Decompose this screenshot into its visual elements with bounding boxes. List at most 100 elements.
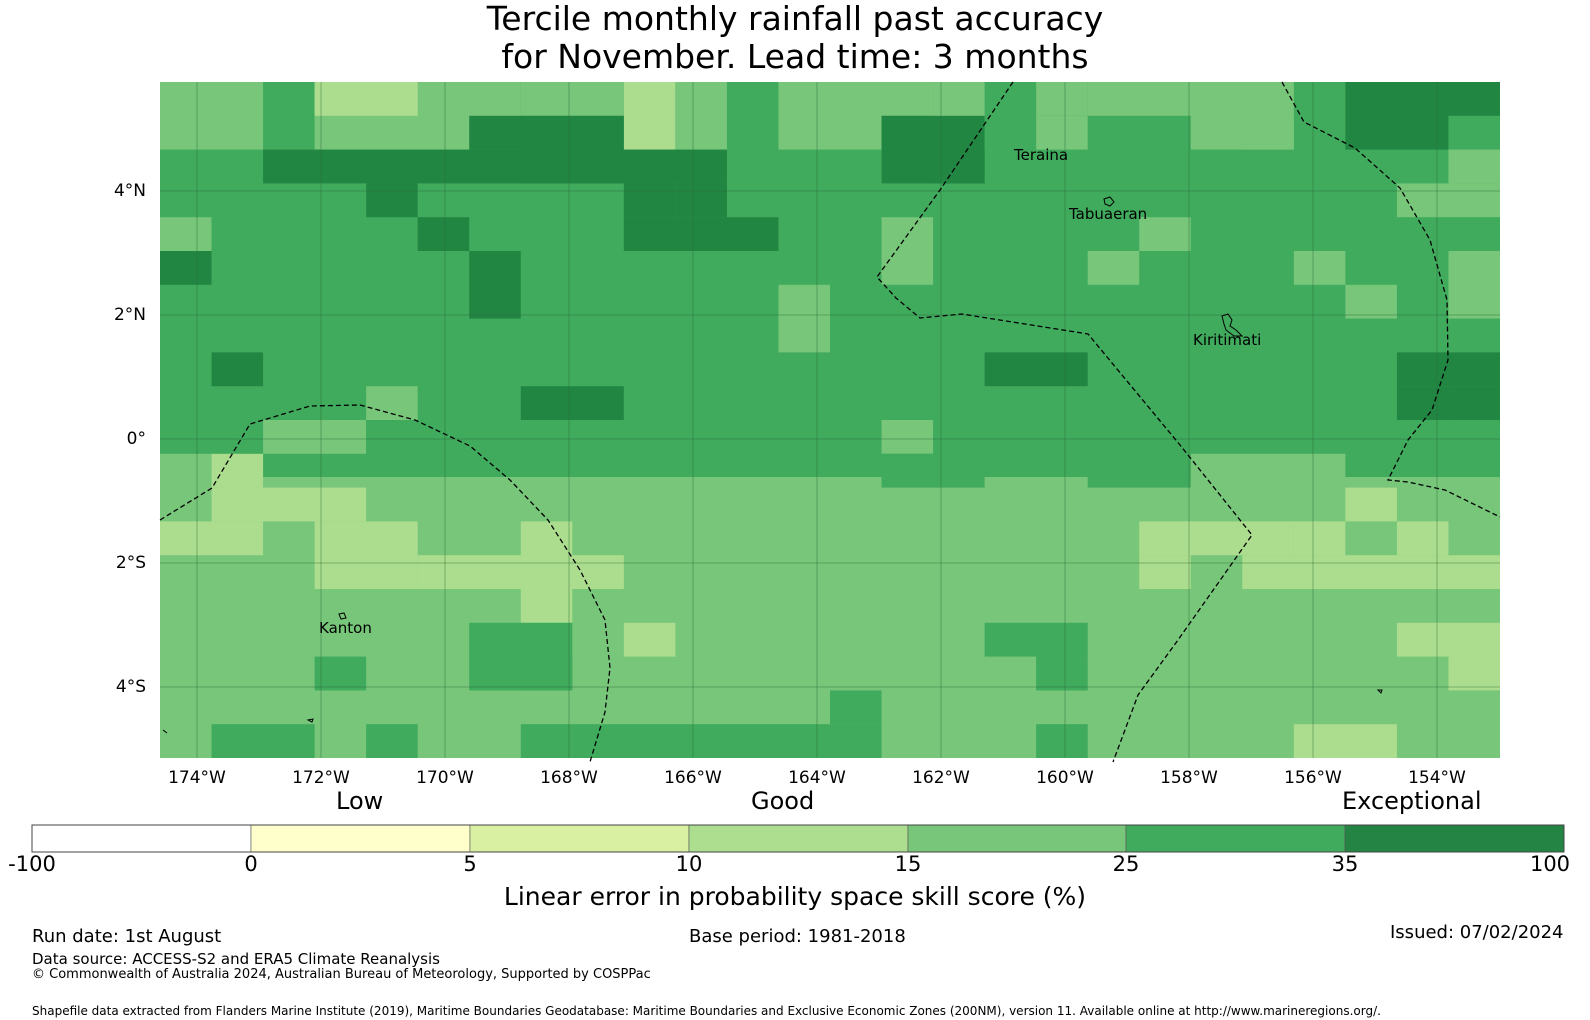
colorbar-segment bbox=[688, 824, 909, 853]
skill-cell bbox=[520, 521, 573, 589]
skill-cell bbox=[778, 284, 830, 353]
islet-3 bbox=[162, 729, 168, 734]
skill-cell bbox=[520, 149, 727, 184]
skill-cell bbox=[160, 420, 264, 454]
skill-cell bbox=[160, 453, 212, 488]
skill-cell bbox=[314, 521, 418, 589]
colorbar-label: Linear error in probability space skill … bbox=[503, 882, 1087, 911]
skill-cell bbox=[1345, 284, 1397, 319]
skill-cell bbox=[263, 420, 367, 454]
skill-cell bbox=[1293, 724, 1397, 758]
colorbar-segments bbox=[31, 824, 1565, 853]
lon-label-174w: 174°W bbox=[168, 768, 226, 788]
lat-label-0: 0° bbox=[126, 429, 146, 449]
title-line-1: Tercile monthly rainfall past accuracy bbox=[486, 0, 1104, 38]
lon-label-170w: 170°W bbox=[416, 768, 474, 788]
colorbar-segment bbox=[31, 824, 252, 853]
colorbar-tick-label: 100 bbox=[1529, 852, 1571, 876]
skill-cell bbox=[211, 487, 367, 522]
skill-cell bbox=[1345, 487, 1397, 522]
skill-cell bbox=[933, 149, 985, 184]
colorbar-tick-label: 35 bbox=[1331, 852, 1359, 876]
skill-cell bbox=[675, 183, 727, 218]
skill-cell bbox=[1242, 555, 1500, 589]
lon-label-160w: 160°W bbox=[1036, 768, 1094, 788]
skill-cell bbox=[314, 82, 418, 116]
skill-cell bbox=[1396, 521, 1449, 556]
skill-cell bbox=[881, 217, 934, 285]
colorbar-tick-label: -100 bbox=[8, 852, 56, 876]
kanton-atoll bbox=[338, 612, 347, 620]
skill-cell bbox=[160, 521, 264, 556]
colorbar-segment bbox=[907, 824, 1127, 853]
skill-cell bbox=[366, 420, 418, 454]
lat-label-4s: 4°S bbox=[115, 677, 146, 697]
tabuaeran-atoll bbox=[1103, 196, 1115, 207]
skill-cell bbox=[211, 724, 315, 758]
eez-boundary-kanton bbox=[159, 404, 611, 763]
skill-cell bbox=[520, 724, 573, 758]
issued-date: Issued: 07/02/2024 bbox=[1390, 922, 1564, 943]
skill-cell bbox=[572, 724, 882, 758]
islet-1 bbox=[306, 718, 314, 723]
skill-cell bbox=[366, 724, 418, 758]
skill-cell bbox=[623, 622, 676, 657]
skill-cell bbox=[520, 656, 573, 691]
skill-cell bbox=[778, 82, 882, 150]
map-title: Tercile monthly rainfall past accuracy f… bbox=[0, 0, 1590, 76]
skill-cell bbox=[520, 82, 624, 116]
legend-category-good: Good bbox=[751, 787, 815, 815]
skill-cell bbox=[1036, 724, 1088, 758]
skill-cell bbox=[211, 453, 264, 488]
place-label-tabuaeran: Tabuaeran bbox=[1069, 205, 1148, 223]
skill-cell bbox=[314, 656, 367, 691]
place-label-kanton: Kanton bbox=[319, 619, 372, 637]
skill-cell bbox=[1448, 622, 1500, 691]
skill-cell bbox=[160, 251, 212, 285]
title-line-2: for November. Lead time: 3 months bbox=[501, 37, 1089, 76]
skill-cell bbox=[1139, 555, 1191, 589]
skill-cell bbox=[1293, 521, 1346, 556]
skill-cell bbox=[417, 217, 470, 251]
colorbar-tick-label: 0 bbox=[244, 852, 258, 876]
lon-label-156w: 156°W bbox=[1284, 768, 1342, 788]
lon-label-158w: 158°W bbox=[1160, 768, 1218, 788]
skill-cell bbox=[1396, 352, 1500, 387]
skill-cell bbox=[1448, 149, 1500, 184]
skill-cell bbox=[417, 420, 573, 454]
skill-cell bbox=[1242, 115, 1294, 150]
skill-cell bbox=[1036, 82, 1088, 116]
place-label-kiritimati: Kiritimati bbox=[1193, 331, 1262, 349]
eez-boundaries bbox=[159, 81, 1501, 763]
skill-cell bbox=[1190, 453, 1346, 488]
skill-cell bbox=[984, 622, 1088, 657]
legend-category-low: Low bbox=[336, 787, 384, 815]
islet-2 bbox=[1376, 689, 1383, 694]
skill-cell bbox=[881, 82, 934, 116]
colorbar-segment bbox=[1344, 824, 1565, 853]
skill-cell bbox=[211, 352, 264, 387]
skill-cell bbox=[1396, 386, 1449, 420]
run-date: Run date: 1st August bbox=[32, 926, 222, 947]
lon-label-162w: 162°W bbox=[912, 768, 970, 788]
lat-label-4n: 4°N bbox=[113, 181, 146, 201]
place-label-teraina: Teraina bbox=[1014, 146, 1069, 164]
lon-label-166w: 166°W bbox=[664, 768, 722, 788]
skill-cell bbox=[881, 453, 985, 488]
lon-label-168w: 168°W bbox=[540, 768, 598, 788]
data-source: Data source: ACCESS-S2 and ERA5 Climate … bbox=[32, 950, 440, 968]
skill-cell bbox=[1139, 217, 1191, 251]
skill-cell bbox=[1396, 420, 1500, 454]
skill-cell bbox=[1139, 521, 1294, 556]
skill-cell bbox=[1036, 115, 1088, 150]
eez-boundary-north bbox=[876, 81, 1253, 763]
colorbar-tick-label: 15 bbox=[894, 852, 922, 876]
skill-grid bbox=[160, 82, 1500, 758]
copyright: © Commonwealth of Australia 2024, Austra… bbox=[32, 967, 651, 982]
lat-label-2s: 2°S bbox=[115, 553, 146, 573]
skill-cell bbox=[1293, 251, 1346, 285]
graticule bbox=[160, 82, 1500, 758]
skill-cell bbox=[366, 183, 418, 218]
skill-cell bbox=[1036, 656, 1088, 691]
